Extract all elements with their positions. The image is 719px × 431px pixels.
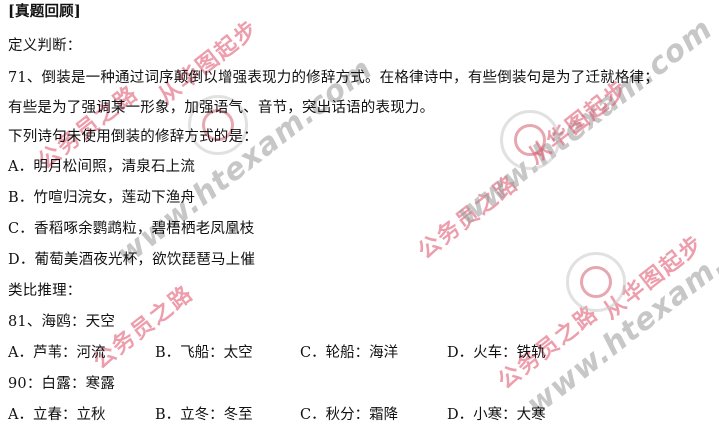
- q90-option-c: C．秋分：霜降: [300, 407, 399, 423]
- q90-option-d: D．小寒：大寒: [447, 407, 546, 423]
- section-analogy: 类比推理：: [8, 283, 82, 299]
- watermark-seal-2: [500, 110, 560, 170]
- section-definition-judgment: 定义判断：: [8, 38, 82, 54]
- q71-question: 下列诗句未使用倒装的修辞方式的是：: [8, 129, 258, 145]
- q71-stem-line-2: 有些是为了强调某一形象，加强语气、音节，突出话语的表现力。: [8, 100, 435, 116]
- seal-inner-ring: [514, 124, 546, 156]
- q90-stem: 90：白露：寒露: [8, 376, 116, 392]
- q81-option-c: C．轮船：海洋: [300, 345, 399, 361]
- q90-option-b: B．立冬：冬至: [155, 407, 253, 423]
- q71-option-d: D．葡萄美酒夜光杯，欲饮琵琶马上催: [8, 252, 256, 268]
- watermark-url-3: www.htexam.com: [520, 201, 719, 423]
- watermark-group-9: www.htexam.com: [520, 201, 719, 422]
- seal-inner-ring: [580, 266, 612, 298]
- q81-stem: 81、海鸥：天空: [8, 314, 116, 330]
- q71-stem-line-1: 71、倒装是一种通过词序颠倒以增强表现力的修辞方式。在格律诗中，有些倒装句是为了…: [8, 70, 659, 86]
- q71-option-b: B．竹喧归浣女，莲动下渔舟: [8, 190, 196, 206]
- q81-option-b: B．飞船：太空: [155, 345, 253, 361]
- watermark-group-5: www.htexam.com: [450, 11, 719, 232]
- q71-option-c: C．香稻啄余鹦鹉粒，碧梧栖老凤凰枝: [8, 221, 255, 237]
- watermark-seal-1: [188, 95, 248, 155]
- watermark-group-3: 从华图起步: [150, 11, 264, 110]
- q81-option-a: A．芦苇：河流: [8, 345, 106, 361]
- watermark-seal-3: [566, 252, 626, 312]
- watermark-group-4: 公务员之路: [410, 166, 524, 265]
- q90-option-a: A．立春：立秋: [8, 407, 106, 423]
- watermark-url-2: www.htexam.com: [450, 11, 719, 233]
- watermark-slogan-3: 公务员之路: [413, 170, 524, 265]
- seal-inner-ring: [202, 109, 234, 141]
- heading: [真题回顾]: [8, 3, 81, 20]
- q71-option-a: A．明月松间照，清泉石上流: [8, 159, 196, 175]
- q81-option-d: D．火车：铁轨: [447, 345, 546, 361]
